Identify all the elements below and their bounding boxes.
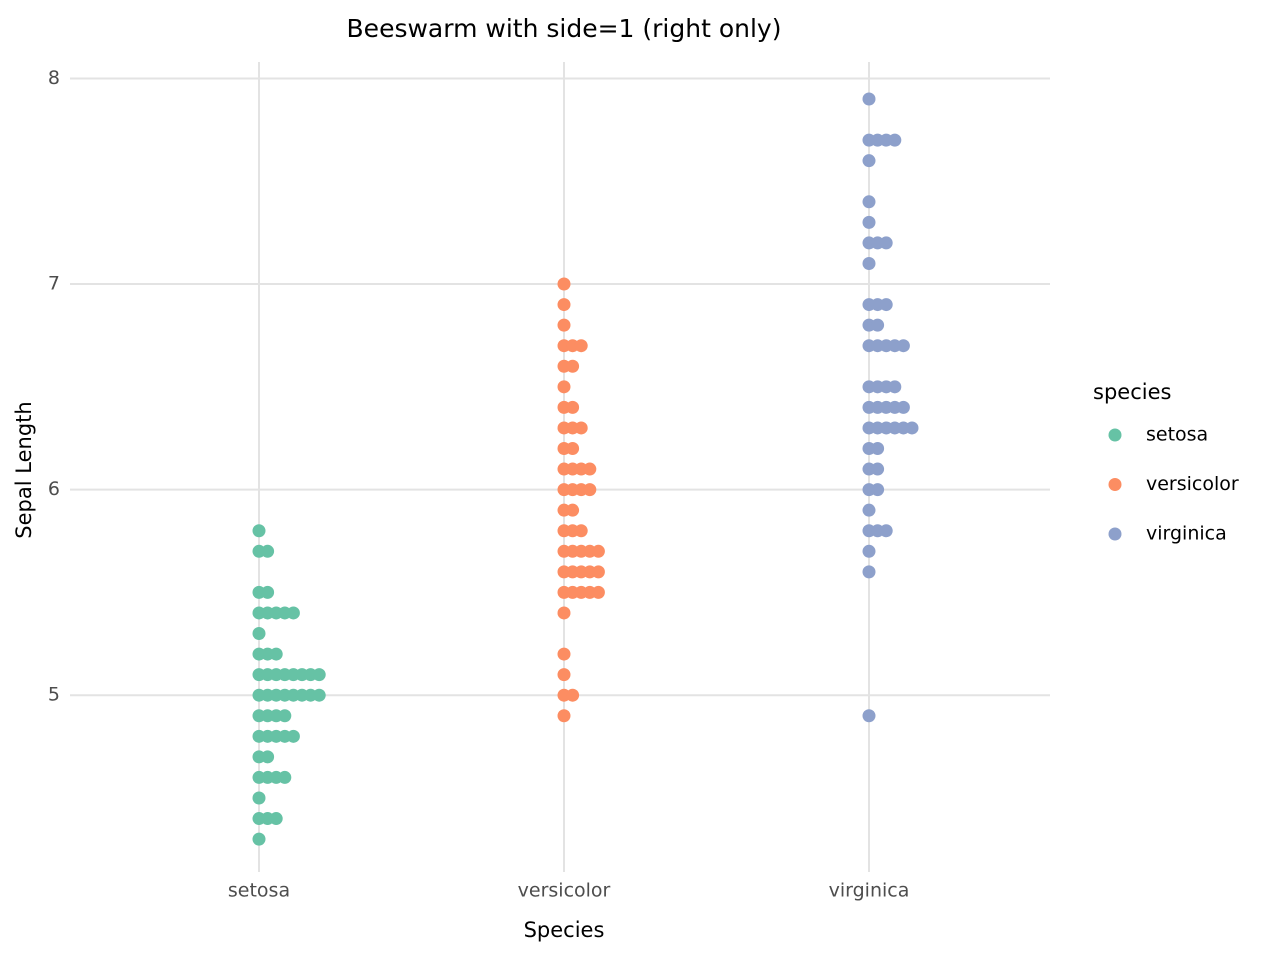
dot bbox=[879, 236, 893, 250]
dot bbox=[871, 462, 885, 476]
dot bbox=[879, 298, 893, 312]
y-tick-label: 7 bbox=[48, 273, 60, 295]
dot bbox=[862, 565, 876, 579]
dot bbox=[566, 688, 580, 702]
dot bbox=[557, 606, 571, 620]
y-tick-label: 5 bbox=[48, 684, 60, 706]
dot bbox=[583, 483, 597, 497]
dot bbox=[286, 606, 300, 620]
legend-marker bbox=[1108, 478, 1122, 491]
dot bbox=[278, 770, 292, 784]
dot bbox=[871, 441, 885, 455]
y-axis-label: Sepal Length bbox=[12, 401, 36, 538]
dot bbox=[566, 441, 580, 455]
y-tick-label: 6 bbox=[48, 478, 60, 500]
dot bbox=[591, 544, 605, 558]
dot bbox=[871, 318, 885, 332]
legend-marker bbox=[1108, 527, 1122, 541]
x-tick-label: versicolor bbox=[518, 880, 611, 902]
dot bbox=[252, 524, 266, 538]
dot bbox=[557, 318, 571, 332]
y-tick-label: 8 bbox=[48, 67, 60, 89]
dot bbox=[574, 524, 588, 538]
dot bbox=[591, 565, 605, 579]
x-tick-label: virginica bbox=[829, 880, 910, 902]
dot bbox=[269, 647, 283, 661]
dot bbox=[862, 215, 876, 229]
dot bbox=[252, 627, 266, 641]
dot bbox=[286, 729, 300, 743]
dot bbox=[888, 380, 902, 394]
dot bbox=[566, 359, 580, 373]
dot bbox=[557, 709, 571, 723]
dot bbox=[905, 421, 919, 435]
legend-label: virginica bbox=[1146, 523, 1227, 545]
dot bbox=[896, 339, 910, 353]
dot bbox=[896, 400, 910, 414]
dot bbox=[557, 298, 571, 312]
dot bbox=[871, 483, 885, 497]
dot bbox=[252, 791, 266, 805]
dot bbox=[312, 688, 326, 702]
legend-title: species bbox=[1093, 380, 1171, 404]
dot bbox=[261, 750, 275, 764]
dot bbox=[862, 92, 876, 106]
dot bbox=[862, 256, 876, 270]
dot bbox=[862, 154, 876, 168]
dot bbox=[862, 544, 876, 558]
dot bbox=[278, 709, 292, 723]
legend-label: versicolor bbox=[1146, 473, 1239, 495]
legend-marker bbox=[1108, 428, 1122, 442]
legend-label: setosa bbox=[1146, 424, 1208, 446]
dot bbox=[261, 544, 275, 558]
dot bbox=[269, 812, 283, 826]
dot bbox=[566, 503, 580, 517]
dot bbox=[557, 668, 571, 682]
dot bbox=[583, 462, 597, 476]
dot bbox=[862, 195, 876, 209]
dot bbox=[879, 524, 893, 538]
dot bbox=[862, 709, 876, 723]
dot bbox=[557, 647, 571, 661]
chart-title: Beeswarm with side=1 (right only) bbox=[347, 14, 782, 43]
dot bbox=[888, 133, 902, 147]
dot bbox=[557, 380, 571, 394]
x-tick-label: setosa bbox=[228, 880, 290, 902]
dot bbox=[574, 421, 588, 435]
dot bbox=[261, 585, 275, 599]
x-axis-label: Species bbox=[524, 918, 605, 942]
dot bbox=[312, 668, 326, 682]
dot bbox=[252, 832, 266, 846]
dot bbox=[557, 277, 571, 291]
dot bbox=[862, 503, 876, 517]
dot bbox=[566, 400, 580, 414]
dot bbox=[574, 339, 588, 353]
dot bbox=[591, 585, 605, 599]
